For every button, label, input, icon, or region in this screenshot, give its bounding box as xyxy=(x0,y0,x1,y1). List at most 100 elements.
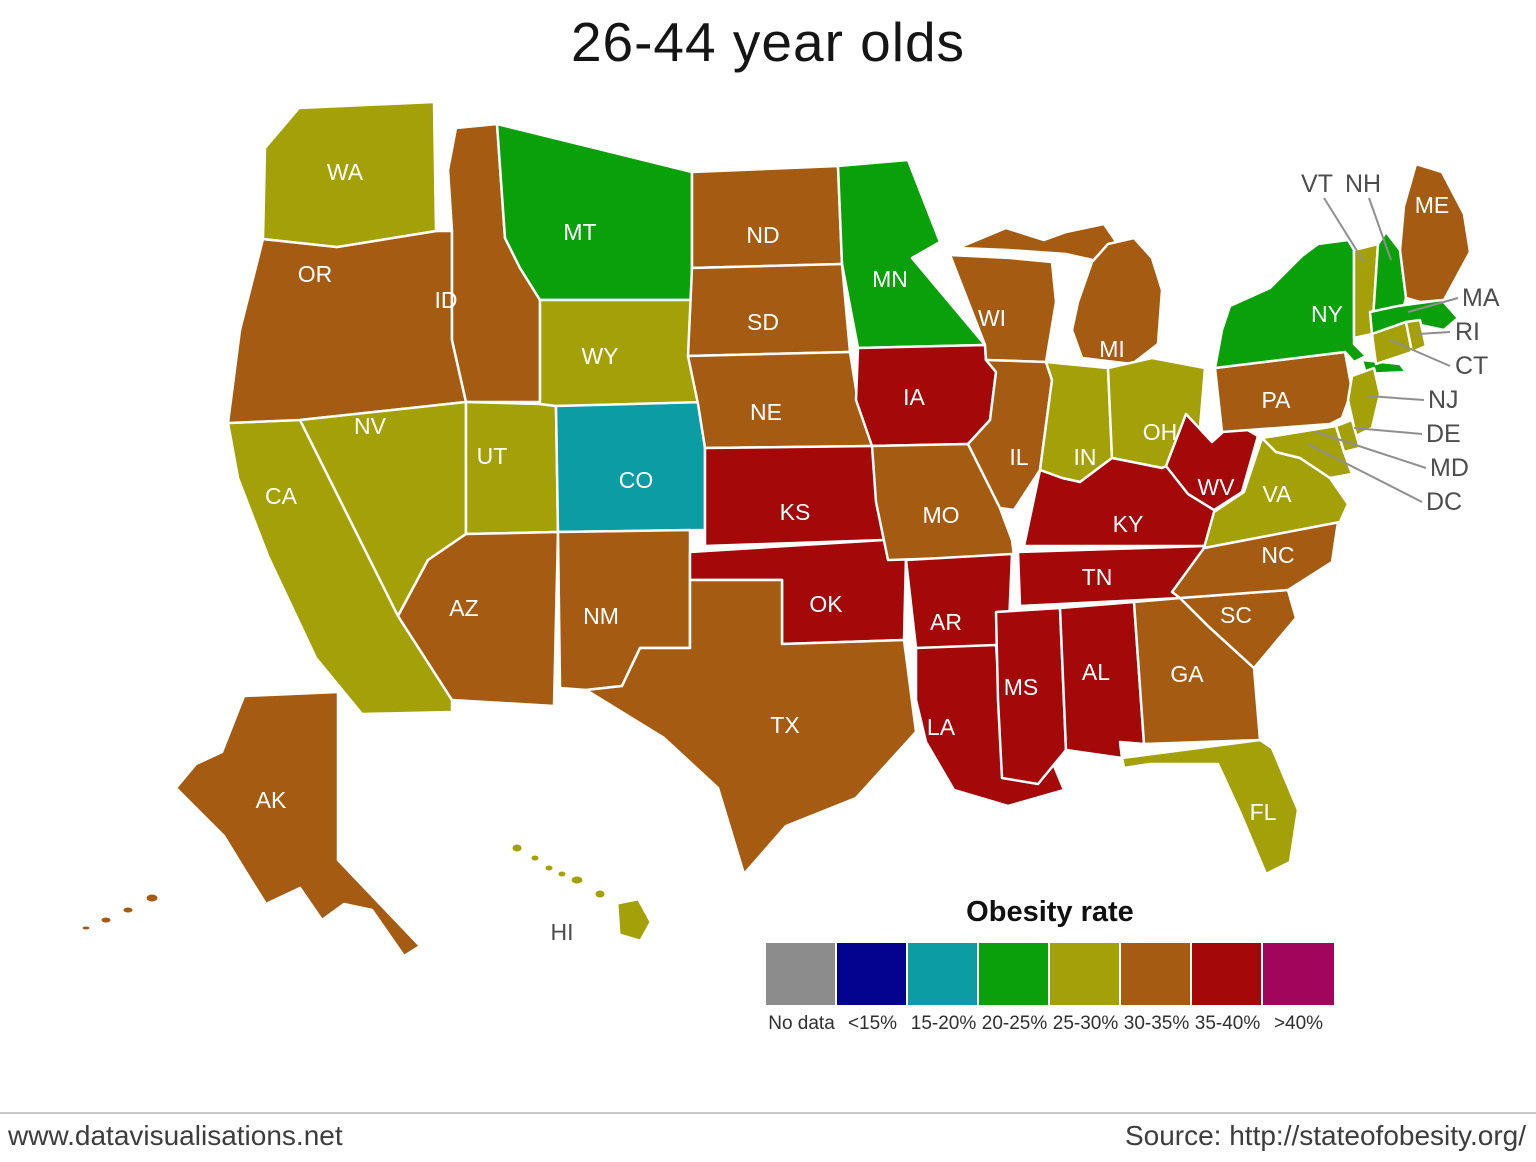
state-label-ny: NY xyxy=(1311,301,1343,327)
callout-label-md: MD xyxy=(1430,454,1469,482)
state-ak-island xyxy=(122,906,134,914)
legend-label: >40% xyxy=(1273,1013,1324,1034)
state-label-nm: NM xyxy=(583,603,619,629)
legend-item-35-40: 35-40% xyxy=(1192,943,1263,1035)
state-label-wv: WV xyxy=(1197,474,1235,500)
legend-row: No data <15% 15-20% 20-25% 25-30% 30-35% xyxy=(766,943,1334,1035)
state-label-al: AL xyxy=(1082,659,1110,685)
legend: Obesity rate No data <15% 15-20% 20-25% … xyxy=(766,896,1334,1035)
legend-label: <15% xyxy=(847,1013,898,1034)
state-mn xyxy=(836,158,987,350)
state-ak-island xyxy=(100,916,112,924)
state-label-sd: SD xyxy=(747,309,779,335)
callout-label-de: DE xyxy=(1426,420,1461,448)
state-fl xyxy=(1120,738,1300,876)
state-label-ak: AK xyxy=(256,787,287,813)
legend-item-20-25: 20-25% xyxy=(979,943,1050,1035)
legend-item-lt15: <15% xyxy=(837,943,908,1035)
state-shapes xyxy=(81,100,1472,958)
state-wi xyxy=(948,253,1058,364)
callout-labels: VT NH MA RI CT NJ DE MD DC xyxy=(1301,170,1500,516)
state-ak-island xyxy=(81,925,91,931)
callout-line-ct xyxy=(1389,339,1451,367)
state-ny xyxy=(1213,238,1368,370)
legend-item-30-35: 30-35% xyxy=(1121,943,1192,1035)
state-wy xyxy=(538,298,700,408)
callout-label-vt: VT xyxy=(1301,170,1333,198)
callout-label-nj: NJ xyxy=(1428,386,1459,414)
state-nj xyxy=(1346,366,1382,438)
state-hi-big-island xyxy=(617,899,651,941)
state-label-ms: MS xyxy=(1004,674,1039,700)
footer-site-url: www.datavisualisations.net xyxy=(8,1120,343,1151)
state-label-wi: WI xyxy=(978,305,1006,331)
state-label-pa: PA xyxy=(1262,387,1292,413)
state-ak-island xyxy=(145,893,159,903)
callout-label-ct: CT xyxy=(1455,352,1488,380)
state-mi xyxy=(1070,236,1164,366)
state-wa xyxy=(261,100,438,249)
state-labels: WA OR CA NV ID MT WY UT CO AZ NM ND SD N… xyxy=(256,159,1450,945)
chart-title: 26-44 year olds xyxy=(570,11,966,73)
state-wv xyxy=(1164,412,1260,512)
state-label-va: VA xyxy=(1263,481,1293,507)
callout-line-vt xyxy=(1323,197,1365,263)
state-label-nv: NV xyxy=(354,413,387,439)
legend-label: No data xyxy=(768,1013,835,1034)
state-label-ia: IA xyxy=(903,384,925,410)
state-label-ne: NE xyxy=(750,399,782,425)
state-label-ks: KS xyxy=(780,499,811,525)
state-label-mt: MT xyxy=(563,219,596,245)
legend-swatch xyxy=(1121,943,1192,1005)
callout-line-dc xyxy=(1307,443,1423,503)
state-mt xyxy=(495,122,694,302)
callout-line-nh xyxy=(1368,197,1392,261)
legend-item-gt40: >40% xyxy=(1263,943,1334,1035)
callout-line-de xyxy=(1353,427,1423,435)
state-label-wy: WY xyxy=(581,343,618,369)
callout-label-ma: MA xyxy=(1462,284,1500,312)
state-ak xyxy=(174,690,422,958)
state-label-ut: UT xyxy=(477,443,508,469)
state-hi-island xyxy=(511,843,523,853)
state-hi-island xyxy=(544,864,554,872)
legend-title: Obesity rate xyxy=(966,896,1134,928)
legend-label: 30-35% xyxy=(1123,1013,1190,1034)
callout-line-ri xyxy=(1417,331,1451,335)
legend-swatch xyxy=(979,943,1050,1005)
state-label-fl: FL xyxy=(1250,799,1277,825)
state-label-mo: MO xyxy=(922,502,959,528)
state-label-ca: CA xyxy=(265,483,298,509)
callout-lines xyxy=(1307,197,1459,503)
state-label-or: OR xyxy=(298,261,333,287)
state-ri xyxy=(1404,318,1428,354)
state-label-nd: ND xyxy=(746,222,779,248)
state-ia xyxy=(854,343,998,448)
state-hi-island xyxy=(594,889,606,899)
legend-label: 20-25% xyxy=(981,1013,1048,1034)
legend-item-15-20: 15-20% xyxy=(908,943,979,1035)
legend-label: 35-40% xyxy=(1194,1013,1261,1034)
footer-source-url: Source: http://stateofobesity.org/ xyxy=(1124,1120,1526,1151)
state-me xyxy=(1398,162,1472,304)
callout-label-nh: NH xyxy=(1345,170,1381,198)
state-label-mn: MN xyxy=(872,266,908,292)
state-label-tn: TN xyxy=(1082,564,1113,590)
legend-label: 15-20% xyxy=(910,1013,977,1034)
state-label-sc: SC xyxy=(1220,602,1252,628)
legend-swatch xyxy=(766,943,837,1005)
legend-swatch xyxy=(908,943,979,1005)
state-tx xyxy=(584,578,918,876)
state-mi-upper xyxy=(956,222,1130,270)
legend-label: 25-30% xyxy=(1052,1013,1119,1034)
state-label-me: ME xyxy=(1415,192,1450,218)
state-label-co: CO xyxy=(619,467,654,493)
state-label-hi: HI xyxy=(551,919,574,945)
state-label-az: AZ xyxy=(449,595,478,621)
state-or xyxy=(226,229,468,425)
footer: www.datavisualisations.net Source: http:… xyxy=(0,1112,1536,1162)
callout-line-md xyxy=(1315,431,1427,469)
legend-item-25-30: 25-30% xyxy=(1050,943,1121,1035)
